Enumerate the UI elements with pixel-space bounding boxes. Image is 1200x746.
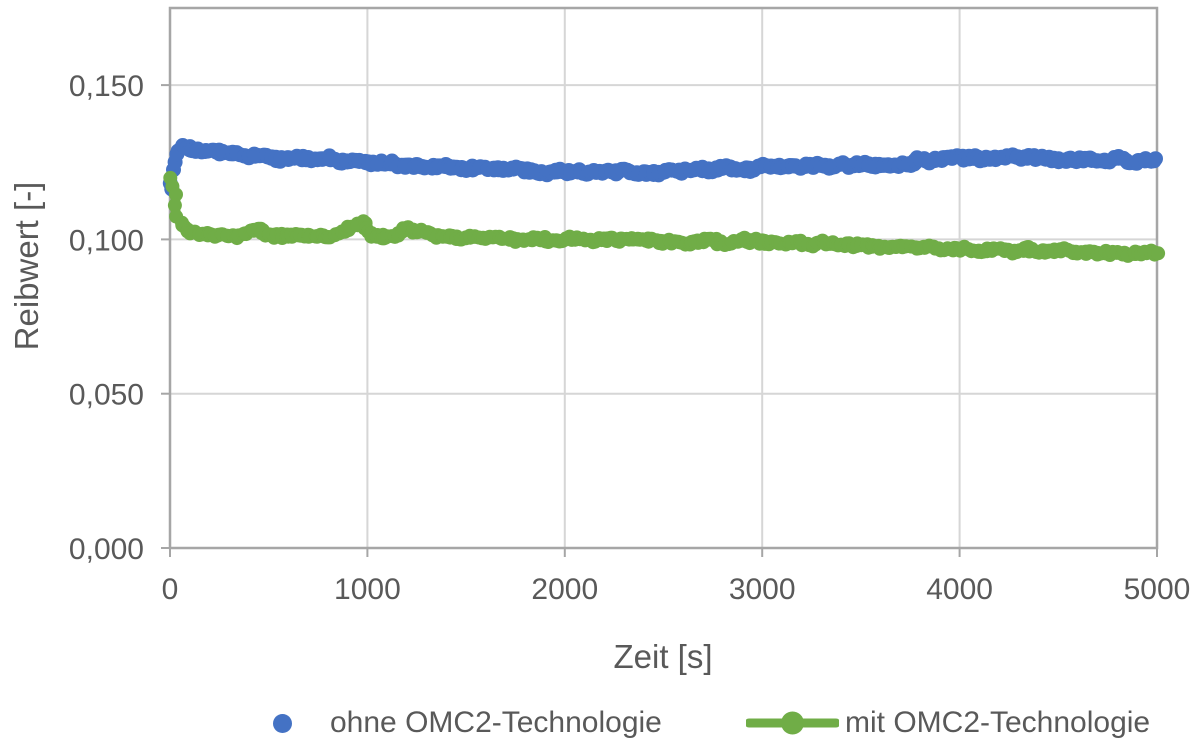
blue-circle-marker-icon (273, 713, 292, 733)
plot-border (168, 6, 1159, 550)
x-tick-label-3000: 3000 (729, 573, 796, 606)
x-tick-label-0: 0 (162, 573, 179, 606)
legend-label-mit-omc2: mit OMC2-Technologie (845, 706, 1151, 739)
x-tick-label-1000: 1000 (334, 573, 401, 606)
x-axis-title: Zeit [s] (613, 638, 712, 675)
x-tick-label-4000: 4000 (926, 573, 993, 606)
series-ohne-omc2 (162, 138, 1163, 197)
legend-item-mit-omc2: mit OMC2-Technologie (746, 701, 1150, 745)
vertical-gridlines (366, 8, 961, 548)
legend-item-ohne-omc2: ohne OMC2-Technologie (273, 701, 662, 745)
legend-label-ohne-omc2: ohne OMC2-Technologie (330, 706, 662, 739)
series-layer (162, 138, 1166, 263)
y-axis-title: Reibwert [-] (8, 182, 45, 351)
y-tick-label-0150: 0,150 (69, 70, 144, 103)
y-tick-label-0050: 0,050 (69, 379, 144, 412)
x-tick-label-2000: 2000 (531, 573, 598, 606)
green-line-marker-icon (746, 711, 839, 735)
x-tick-label-5000: 5000 (1124, 573, 1191, 606)
legend: ohne OMC2-Technologie mit OMC2-Technolog… (0, 701, 1200, 745)
y-tick-label-0100: 0,100 (69, 224, 144, 257)
y-tick-label-0000: 0,000 (69, 533, 144, 566)
x-axis-ticks (169, 548, 1158, 557)
series-mit-omc2 (163, 170, 1166, 263)
y-axis-ticks (161, 84, 170, 549)
